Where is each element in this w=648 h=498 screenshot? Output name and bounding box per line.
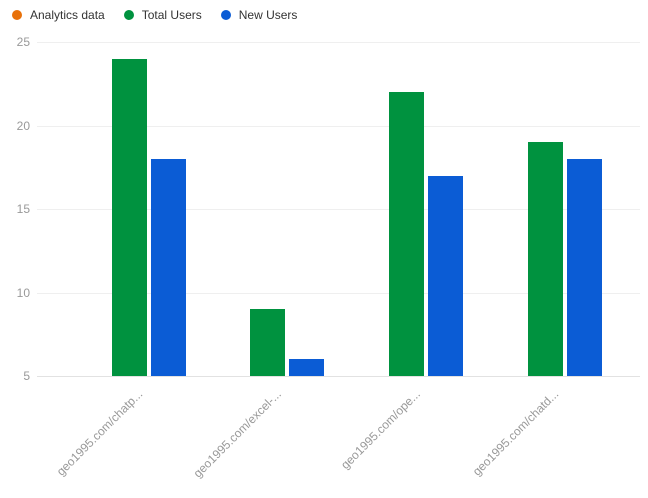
bar-new-users-3[interactable] bbox=[566, 158, 602, 376]
y-axis-tick-label-20: 20 bbox=[16, 118, 30, 133]
y-gridline-25 bbox=[37, 42, 640, 43]
analytics-data-series-color-dot-icon bbox=[12, 10, 22, 20]
legend-item-total-users[interactable]: Total Users bbox=[123, 8, 202, 22]
x-axis-line bbox=[37, 376, 640, 377]
x-axis-label-2: geo1995.com/ope... bbox=[338, 387, 424, 472]
chart-legend: Analytics data Total Users New Users bbox=[12, 8, 297, 22]
legend-item-analytics-data[interactable]: Analytics data bbox=[12, 8, 105, 22]
bar-total-users-0[interactable] bbox=[111, 58, 147, 376]
bar-new-users-1[interactable] bbox=[289, 359, 325, 376]
x-axis-label-0: geo1995.com/chatp... bbox=[53, 387, 146, 479]
y-axis-tick-label-25: 25 bbox=[16, 35, 30, 49]
legend-label-new-users: New Users bbox=[238, 8, 298, 22]
bar-total-users-2[interactable] bbox=[389, 92, 425, 376]
bar-new-users-0[interactable] bbox=[150, 158, 186, 376]
y-axis-tick-label-10: 10 bbox=[16, 285, 30, 300]
total-users-series-color-dot-icon bbox=[123, 10, 134, 20]
y-axis-tick-label-15: 15 bbox=[16, 202, 30, 216]
x-axis-label-3: geo1995.com/chatd... bbox=[470, 387, 562, 479]
legend-label-total-users: Total Users bbox=[141, 8, 202, 22]
y-axis-tick-label-5: 5 bbox=[23, 369, 30, 383]
new-users-series-color-dot-icon bbox=[220, 10, 231, 20]
bar-new-users-2[interactable] bbox=[428, 175, 464, 376]
x-axis-label-1: geo1995.com/excel-... bbox=[190, 387, 285, 481]
bar-total-users-1[interactable] bbox=[250, 309, 286, 376]
legend-label-analytics-data: Analytics data bbox=[30, 8, 105, 22]
bar-total-users-3[interactable] bbox=[527, 142, 563, 376]
legend-item-new-users[interactable]: New Users bbox=[220, 8, 298, 22]
